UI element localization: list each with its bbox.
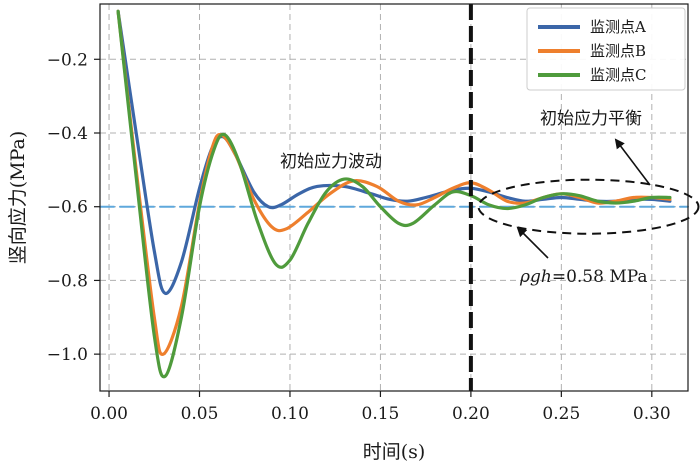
x-tick-label: 0.05 [181,404,219,424]
annotation-balance: 初始应力平衡 [540,109,642,129]
rho-arrow [516,226,549,259]
x-tick-label: 0.10 [271,404,309,424]
legend-label: 监测点C [590,66,646,84]
annotation-rho: ρgh=0.58 MPa [519,267,648,287]
annotation-layer: 初始应力波动 初始应力平衡 ρgh=0.58 MPa [280,109,700,287]
y-tick-label: −0.8 [47,271,88,291]
x-tick-label: 0.25 [542,404,580,424]
annotation-fluctuation: 初始应力波动 [280,152,382,172]
x-axis-title: 时间(s) [363,441,426,463]
balance-arrow [614,138,651,186]
y-tick-label: −0.6 [47,198,88,218]
series-line-2 [116,9,672,379]
x-tick-label: 0.00 [90,404,128,424]
y-axis-title: 竖向应力(MPa) [7,131,29,265]
balance-region-ellipse [477,178,700,235]
y-tick-label: −0.2 [47,50,88,70]
legend-label: 监测点A [590,18,646,36]
legend: 监测点A 监测点B 监测点C [526,7,686,91]
x-tick-label: 0.15 [362,404,400,424]
legend-label: 监测点B [590,42,646,60]
y-tick-label: −1.0 [47,345,88,365]
x-tick-label: 0.30 [633,404,671,424]
annotation-rho-value: =0.58 MPa [552,267,648,287]
series-layer [99,9,689,379]
x-tick-label: 0.20 [452,404,490,424]
plot-frame [99,3,689,392]
legend-items: 监测点A 监测点B 监测点C [538,18,646,84]
tick-layer: 0.00 0.05 0.10 0.15 0.20 0.25 0.30 −0.2 −0.4 −0.6… [47,50,671,424]
annotation-rho-symbol: ρgh [519,267,552,287]
y-tick-label: −0.4 [47,124,88,144]
